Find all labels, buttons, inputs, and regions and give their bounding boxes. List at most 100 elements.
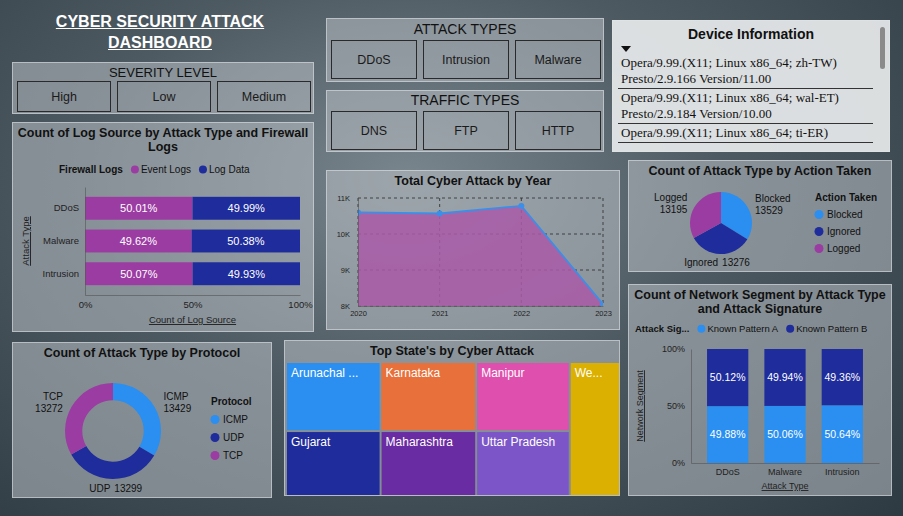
tick-label: Intrusion bbox=[43, 268, 79, 279]
dashboard-title: CYBER SECURITY ATTACK DASHBOARD bbox=[30, 11, 290, 53]
tile-label: We... bbox=[575, 366, 603, 380]
bar bbox=[192, 230, 300, 253]
data-label: 49.99% bbox=[228, 202, 266, 214]
slicer-button[interactable]: Low bbox=[117, 81, 211, 112]
tick-label: 10K bbox=[337, 230, 350, 239]
chart-panel: Count of Log Source by Attack Type and F… bbox=[12, 122, 314, 332]
legend-swatch bbox=[211, 415, 220, 424]
tick-label: 11K bbox=[337, 194, 350, 203]
dashboard: CYBER SECURITY ATTACK DASHBOARD SEVERITY … bbox=[0, 0, 903, 516]
tick-label: 2020 bbox=[350, 309, 367, 318]
chart-title: Top State's by Cyber Attack bbox=[289, 344, 615, 358]
device-list: Opera/9.99.(X11; Linux x86_64; zh-TW) Pr… bbox=[618, 54, 873, 143]
value-axis: 0%50%100% bbox=[79, 295, 314, 310]
axis-line bbox=[359, 306, 604, 307]
tile-label: Gujarat bbox=[291, 435, 331, 449]
legend-label: Ignored bbox=[827, 226, 861, 237]
slicer-button[interactable]: Malware bbox=[515, 40, 601, 79]
tick: 9K bbox=[341, 266, 358, 275]
tile-label: Arunachal ... bbox=[291, 366, 358, 380]
chart-title: Count of Network Segment by Attack Type … bbox=[633, 288, 887, 316]
slicer-button[interactable]: High bbox=[17, 81, 111, 112]
slicer-button[interactable]: DNS bbox=[331, 111, 417, 150]
tick-label: 2021 bbox=[432, 309, 449, 318]
slicer: ATTACK TYPESDDoSIntrusionMalware bbox=[326, 18, 604, 82]
legend-swatch bbox=[199, 166, 207, 174]
category-axis: DDoSMalwareIntrusion bbox=[43, 188, 86, 296]
tile-label: Manipur bbox=[481, 366, 524, 380]
tick: 2021 bbox=[432, 306, 449, 318]
device-item[interactable]: Opera/9.99.(X11; Linux x86_64; zh-TW) Pr… bbox=[618, 54, 873, 89]
device-item[interactable]: Opera/9.99.(X11; Linux x86_64; ti-ER) bbox=[618, 124, 873, 143]
slicer-button[interactable]: HTTP bbox=[515, 111, 601, 150]
tick: Intrusion bbox=[43, 268, 85, 279]
grid bbox=[358, 198, 603, 306]
slice bbox=[113, 383, 161, 456]
device-item[interactable]: Opera/9.99.(X11; Linux x86_64; wal-ET) P… bbox=[618, 89, 873, 124]
slicer-title: SEVERITY LEVEL bbox=[13, 65, 313, 80]
slicer: TRAFFIC TYPESDNSFTPHTTP bbox=[326, 90, 604, 152]
legend-title: Protocol bbox=[211, 396, 252, 407]
legend-swatch bbox=[815, 227, 824, 236]
point bbox=[437, 210, 443, 216]
grid-line bbox=[358, 198, 603, 199]
point bbox=[518, 203, 524, 209]
axis-line bbox=[692, 463, 880, 464]
slicer-button[interactable]: FTP bbox=[423, 111, 509, 150]
chart-panel: Count of Attack Type by ProtocolICMP1342… bbox=[12, 342, 272, 498]
tick-label: 0% bbox=[79, 299, 93, 310]
dropdown-arrow[interactable] bbox=[621, 46, 631, 52]
legend-swatch bbox=[211, 433, 220, 442]
tile bbox=[382, 363, 476, 430]
legend-label: Log Data bbox=[209, 164, 250, 175]
tile bbox=[477, 363, 569, 430]
axis-title: Attack Type bbox=[762, 481, 809, 491]
axis-title: Network Segment bbox=[635, 370, 645, 442]
tick-label: Malware bbox=[43, 235, 79, 246]
chart: ICMP13429UDP13299TCP13272ProtocolICMPUDP… bbox=[13, 343, 273, 499]
chart: 8K9K10K11K2020202120222023 bbox=[327, 171, 621, 331]
chart: 50.01%49.62%50.07%49.99%50.38%49.93%DDoS… bbox=[13, 123, 315, 333]
legend-swatch bbox=[211, 451, 220, 460]
pie bbox=[690, 192, 752, 254]
tick-label: Malware bbox=[768, 467, 802, 477]
tick: 11K bbox=[337, 194, 358, 203]
data-label: 49.93% bbox=[228, 268, 266, 280]
tick-label: 8K bbox=[341, 302, 350, 311]
bar bbox=[85, 197, 193, 220]
grid-line bbox=[358, 198, 359, 306]
slicer-button[interactable]: Medium bbox=[217, 81, 311, 112]
tick-label: 100% bbox=[662, 344, 685, 354]
tick-label: Intrusion bbox=[825, 467, 860, 477]
tick-label: DDoS bbox=[716, 467, 740, 477]
data-label: 13429 bbox=[163, 403, 191, 414]
tick-label: 0% bbox=[672, 458, 685, 468]
data-label: 50.06% bbox=[767, 428, 803, 440]
legend: Action TakenBlockedIgnoredLogged bbox=[815, 192, 878, 254]
panel-title: Device Information bbox=[613, 26, 889, 42]
slicer-button[interactable]: DDoS bbox=[331, 40, 417, 79]
axis-title: Attack Type bbox=[20, 216, 31, 265]
axis-line bbox=[691, 350, 692, 464]
scrollbar[interactable] bbox=[880, 27, 885, 69]
tick-label: 9K bbox=[341, 266, 350, 275]
data-label: 13195 bbox=[660, 204, 688, 215]
chart: Blocked13529Ignored13276Logged13195Actio… bbox=[629, 161, 893, 273]
tick: 10K bbox=[337, 230, 358, 239]
tick: 100% bbox=[288, 295, 313, 310]
tick: 0% bbox=[672, 458, 691, 468]
value-axis: 0% 50% 100% bbox=[662, 344, 692, 468]
legend-swatch bbox=[815, 244, 824, 253]
plot-marks bbox=[707, 349, 863, 463]
data-labels: 50.01%49.62%50.07%49.99%50.38%49.93% bbox=[120, 202, 266, 279]
data-label: ICMP bbox=[163, 391, 188, 402]
bar bbox=[764, 406, 805, 463]
tick: Malware bbox=[768, 463, 802, 477]
tick-label: 50% bbox=[667, 401, 685, 411]
slice bbox=[690, 192, 721, 238]
bar bbox=[193, 197, 300, 220]
slicer-button[interactable]: Intrusion bbox=[423, 40, 509, 79]
slicer: SEVERITY LEVELHighLowMedium bbox=[12, 62, 314, 114]
legend-title: Action Taken bbox=[815, 192, 877, 203]
tick: 2020 bbox=[350, 306, 367, 318]
